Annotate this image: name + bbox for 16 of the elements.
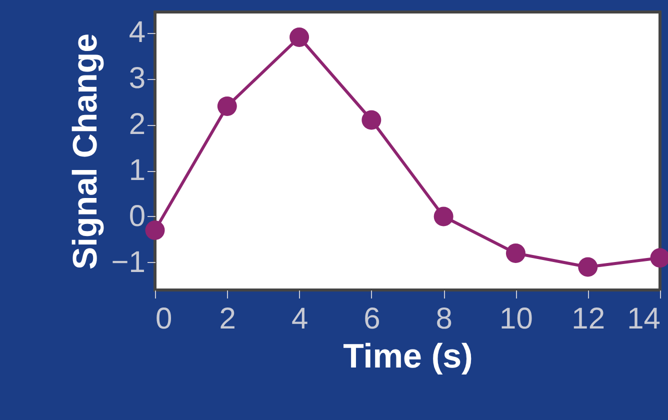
x-tick-label: 14 [627,302,660,336]
x-axis-title: Time (s) [343,338,473,376]
y-tick-label: 3 [128,62,146,96]
x-tick-label: 4 [291,302,308,336]
y-tick-label: 1 [128,154,146,188]
x-tick-label: 6 [364,302,380,336]
x-tick-label: 12 [572,302,606,336]
x-tick-label: 0 [156,302,172,336]
y-tick-label: −1 [111,246,146,279]
x-tick-label: 2 [219,302,236,336]
x-tick-label: 8 [436,302,452,336]
y-tick-label: 4 [128,16,146,50]
x-tick-label: 10 [500,302,533,336]
y-tick-label: 2 [128,108,146,142]
y-tick-label: 0 [128,200,146,233]
y-axis-title: Signal Change [66,33,104,270]
